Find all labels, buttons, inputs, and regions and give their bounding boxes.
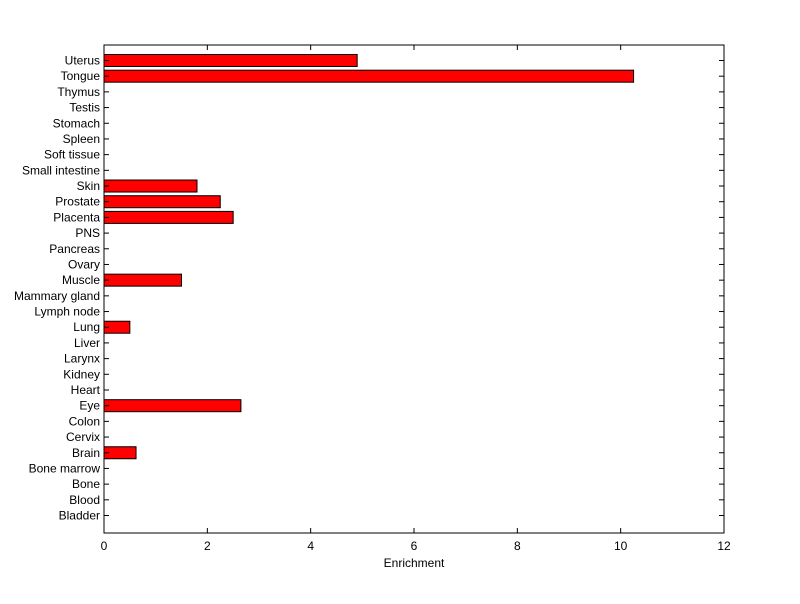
x-tick-label-10: 10	[614, 539, 628, 553]
y-tick-label-small-intestine: Small intestine	[22, 163, 100, 177]
y-tick-label-blood: Blood	[69, 493, 100, 507]
y-tick-label-lung: Lung	[73, 320, 100, 334]
y-tick-label-spleen: Spleen	[63, 132, 100, 146]
y-tick-label-placenta: Placenta	[53, 210, 100, 224]
y-tick-label-muscle: Muscle	[62, 273, 100, 287]
bar-prostate	[103, 195, 221, 209]
y-tick-label-tongue: Tongue	[61, 69, 101, 83]
y-tick-label-ovary: Ovary	[68, 257, 100, 271]
x-axis: 0 2 4 6 8 10 12	[101, 45, 731, 553]
y-tick-label-bladder: Bladder	[59, 509, 100, 523]
y-tick-label-soft-tissue: Soft tissue	[44, 148, 100, 162]
y-tick-label-larynx: Larynx	[64, 352, 100, 366]
bar-uterus	[103, 54, 358, 67]
y-tick-label-kidney: Kidney	[63, 367, 100, 381]
y-tick-label-skin: Skin	[77, 179, 100, 193]
y-tick-label-prostate: Prostate	[55, 195, 100, 209]
y-tick-label-cervix: Cervix	[66, 430, 100, 444]
x-tick-label-6: 6	[411, 539, 418, 553]
bar-skin	[103, 179, 198, 193]
y-tick-label-bone-marrow: Bone marrow	[29, 461, 101, 475]
bar-muscle	[103, 273, 182, 287]
y-tick-label-colon: Colon	[69, 414, 100, 428]
x-tick-label-2: 2	[204, 539, 211, 553]
y-tick-label-brain: Brain	[72, 446, 100, 460]
y-tick-label-bone: Bone	[72, 477, 100, 491]
y-tick-label-stomach: Stomach	[53, 116, 100, 130]
y-tick-label-eye: Eye	[79, 399, 100, 413]
y-tick-label-thymus: Thymus	[57, 85, 100, 99]
x-tick-label-12: 12	[717, 539, 731, 553]
bar-placenta	[103, 210, 234, 224]
y-tick-label-heart: Heart	[71, 383, 101, 397]
x-tick-label-0: 0	[101, 539, 108, 553]
x-tick-label-4: 4	[307, 539, 314, 553]
y-tick-label-uterus: Uterus	[65, 54, 100, 68]
x-tick-label-8: 8	[514, 539, 521, 553]
y-tick-label-lymph-node: Lymph node	[34, 305, 100, 319]
y-tick-label-pancreas: Pancreas	[49, 242, 100, 256]
y-tick-label-pns: PNS	[75, 226, 100, 240]
plot-area	[103, 44, 725, 534]
bar-eye	[103, 399, 242, 413]
y-tick-label-mammary-gland: Mammary gland	[14, 289, 100, 303]
x-axis-label: Enrichment	[384, 556, 445, 570]
y-tick-label-testis: Testis	[69, 101, 100, 115]
y-tick-label-liver: Liver	[74, 336, 100, 350]
bar-tongue	[103, 69, 635, 83]
